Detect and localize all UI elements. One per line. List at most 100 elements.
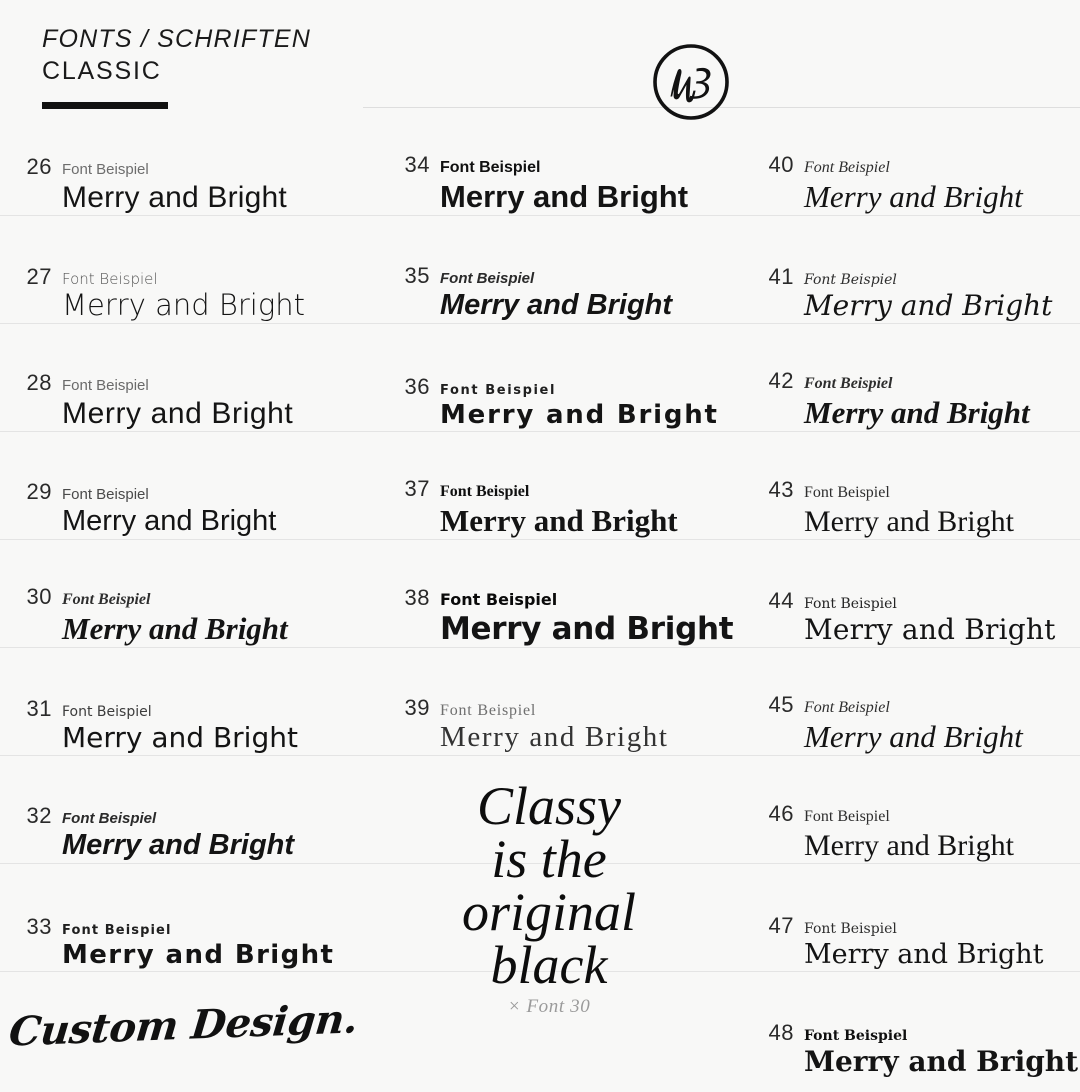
specimen-caption: Font Beispiel (440, 483, 530, 501)
font-specimen-grid: 26 Font Beispiel Merry and Bright 27 Font Be… (0, 120, 1080, 1080)
featured-quote-block: Classy is the original black × Font 30 (366, 768, 732, 1080)
specimen-caption: Font Beispiel (804, 159, 890, 177)
specimen-row: 28 Font Beispiel Merry and Bright (0, 336, 366, 444)
specimen-sample-text: Merry and Bright (62, 505, 277, 538)
specimen-sample-text: Merry and Bright (804, 178, 1023, 214)
row-divider (0, 539, 1080, 540)
specimen-number: 34 (404, 152, 430, 178)
specimen-sample: Font Beispiel Merry and Bright (62, 160, 366, 214)
specimen-column-2: 34 Font Beispiel Merry and Bright 35 Font Be… (366, 120, 734, 1080)
specimen-sample: Font Beispiel Merry and Bright (440, 383, 732, 431)
specimen-caption: Font Beispiel (804, 595, 897, 612)
specimen-caption: Font Beispiel (440, 590, 558, 610)
brand-logo (651, 42, 731, 122)
specimen-number: 48 (768, 1019, 794, 1045)
specimen-row-inner: 35 Font Beispiel Merry and Bright (366, 263, 732, 322)
specimen-sample-text: Merry and Bright (62, 721, 298, 755)
specimen-caption: Font Beispiel (440, 159, 541, 177)
quote-line: Classy (476, 776, 622, 836)
specimen-column-1: 26 Font Beispiel Merry and Bright 27 Font Be… (0, 120, 366, 1080)
specimen-sample: Font Beispiel Merry and Bright (804, 1028, 1080, 1078)
specimen-caption: Font Beispiel (62, 485, 149, 503)
specimen-caption: Font Beispiel (62, 269, 158, 288)
page-title-line-2: CLASSIC (42, 57, 162, 85)
specimen-sample-text: Merry and Bright (62, 610, 288, 646)
specimen-sample: Font Beispiel Merry and Bright (804, 920, 1080, 971)
specimen-number: 43 (768, 477, 794, 503)
specimen-row-inner: 28 Font Beispiel Merry and Bright (0, 370, 366, 431)
custom-design-text: Custom Design. (6, 994, 360, 1056)
specimen-row: 42 Font Beispiel Merry and Bright (732, 336, 1080, 444)
specimen-sample-text: Merry and Bright (804, 939, 1044, 971)
specimen-row: 34 Font Beispiel Merry and Bright (366, 120, 732, 228)
specimen-row-inner: 29 Font Beispiel Merry and Bright (0, 479, 366, 538)
specimen-sample-text: Merry and Bright (440, 502, 678, 538)
row-divider (0, 647, 1080, 648)
specimen-sample: Font Beispiel Merry and Bright (804, 484, 1080, 538)
specimen-row: 31 Font Beispiel Merry and Bright (0, 660, 366, 768)
specimen-row: 45 Font Beispiel Merry and Bright (732, 660, 1080, 768)
specimen-caption: Font Beispiel (440, 269, 535, 287)
specimen-row: 48 Font Beispiel Merry and Bright (732, 984, 1080, 1092)
specimen-row-inner: 34 Font Beispiel Merry and Bright (366, 152, 732, 214)
specimen-sample-text: Merry and Bright (804, 613, 1056, 647)
monogram-mb-glyph (670, 67, 711, 103)
specimen-row: 47 Font Beispiel Merry and Bright (732, 876, 1080, 984)
specimen-number: 30 (26, 584, 52, 610)
specimen-sample-text: Merry and Bright (440, 289, 673, 322)
specimen-sample-text: Merry and Bright (804, 289, 1053, 323)
row-divider (0, 755, 1080, 756)
specimen-row: 43 Font Beispiel Merry and Bright (732, 444, 1080, 552)
specimen-number: 46 (768, 801, 794, 827)
specimen-row-inner: 33 Font Beispiel Merry and Bright (0, 914, 366, 970)
specimen-row: 35 Font Beispiel Merry and Bright (366, 228, 732, 336)
specimen-sample: Font Beispiel Merry and Bright (804, 808, 1080, 862)
specimen-caption: Font Beispiel (62, 376, 149, 394)
specimen-sample-text: Merry and Bright (804, 394, 1030, 430)
specimen-row-inner: 48 Font Beispiel Merry and Bright (732, 1020, 1080, 1078)
specimen-row-inner: 32 Font Beispiel Merry and Bright (0, 803, 366, 862)
specimen-row-inner: 26 Font Beispiel Merry and Bright (0, 154, 366, 215)
specimen-sample: Font Beispiel Merry and Bright (62, 809, 366, 862)
specimen-row-inner: 46 Font Beispiel Merry and Bright (732, 801, 1080, 862)
quote-line: is the (491, 828, 607, 889)
specimen-number: 36 (404, 374, 430, 400)
specimen-number: 33 (26, 914, 52, 940)
specimen-number: 27 (26, 263, 52, 289)
specimen-row: 29 Font Beispiel Merry and Bright (0, 444, 366, 552)
specimen-row-inner: 45 Font Beispiel Merry and Bright (732, 692, 1080, 754)
specimen-sample-text: Merry and Bright (440, 610, 734, 647)
specimen-sample-text: Merry and Bright (804, 505, 1014, 538)
specimen-caption: Font Beispiel (804, 808, 890, 826)
row-divider (0, 323, 1080, 324)
row-divider (0, 863, 1080, 864)
specimen-sample-text: Merry and Bright (804, 718, 1023, 754)
specimen-number: 45 (768, 692, 794, 718)
specimen-sample: Font Beispiel Merry and Bright (62, 591, 366, 646)
specimen-row-inner: 27 Font Beispiel Merry and Bright (0, 264, 366, 322)
quote-line: original (461, 881, 637, 942)
specimen-caption: Font Beispiel (440, 383, 557, 399)
specimen-sample: Font Beispiel Merry and Bright (440, 590, 734, 647)
title-underline-rule (42, 102, 168, 109)
quote-line: black (490, 934, 608, 995)
specimen-sample-text: Merry and Bright (440, 400, 719, 431)
specimen-caption: Font Beispiel (804, 920, 897, 937)
specimen-sample: Font Beispiel Merry and Bright (804, 699, 1080, 754)
specimen-row: 27 Font Beispiel Merry and Bright (0, 228, 366, 336)
specimen-caption: Font Beispiel (62, 160, 149, 178)
specimen-sample: Font Beispiel Merry and Bright (62, 271, 366, 322)
quote-font-reference: × Font 30 (507, 995, 591, 1017)
row-divider (0, 971, 1080, 972)
specimen-caption: Font Beispiel (62, 809, 157, 827)
specimen-row-inner: 36 Font Beispiel Merry and Bright (366, 374, 732, 430)
specimen-row-inner: 47 Font Beispiel Merry and Bright (732, 913, 1080, 970)
specimen-sample: Font Beispiel Merry and Bright (62, 703, 366, 755)
specimen-number: 41 (768, 263, 794, 289)
specimen-sample: Font Beispiel Merry and Bright (440, 269, 732, 322)
specimen-number: 32 (26, 802, 52, 828)
specimen-number: 28 (26, 369, 52, 395)
specimen-caption: Font Beispiel (804, 271, 897, 288)
specimen-caption: Font Beispiel (62, 703, 152, 720)
specimen-sample-text: Merry and Bright (62, 181, 287, 214)
